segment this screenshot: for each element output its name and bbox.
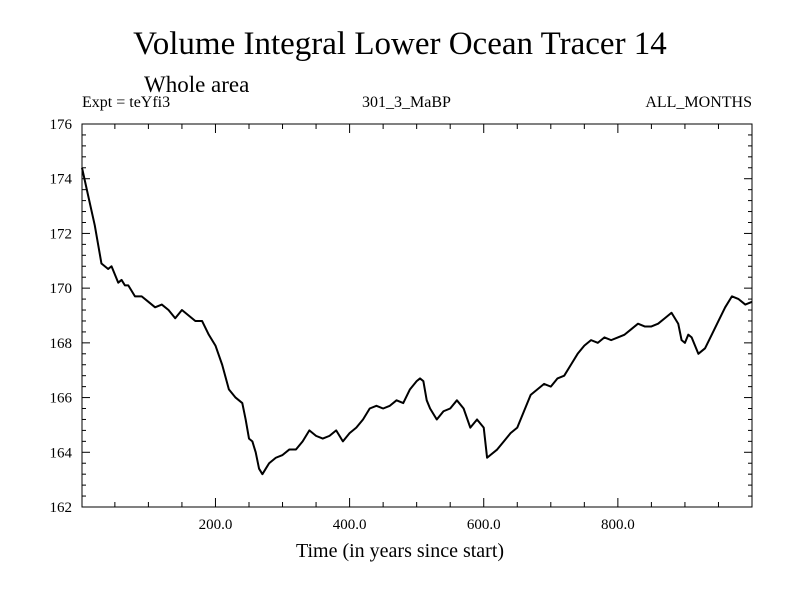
- x-tick-label: 800.0: [601, 517, 635, 533]
- y-tick-label: 162: [50, 500, 73, 516]
- y-tick-label: 170: [50, 281, 73, 297]
- experiment-label: Expt = teYfi3: [82, 94, 171, 111]
- y-tick-label: 164: [50, 445, 73, 461]
- y-tick-label: 172: [50, 226, 73, 242]
- data-line: [81, 167, 753, 476]
- axis-tick-labels: 162 164 166 168 170 172 174 176 200.0 400.0 600.0 8…: [50, 117, 635, 533]
- x-tick-label: 600.0: [467, 517, 501, 533]
- x-tick-label: 400.0: [333, 517, 367, 533]
- y-tick-label: 176: [50, 117, 73, 133]
- plot-frame: [81, 123, 753, 508]
- x-tick-label: 200.0: [199, 517, 233, 533]
- months-label: ALL_MONTHS: [645, 94, 752, 111]
- y-tick-label: 166: [50, 391, 73, 407]
- chart-title: Volume Integral Lower Ocean Tracer 14: [133, 26, 667, 62]
- run-label: 301_3_MaBP: [362, 94, 451, 111]
- y-tick-label: 168: [50, 336, 73, 352]
- axis-ticks: [82, 123, 752, 508]
- chart-subtitle: Whole area: [144, 72, 250, 97]
- y-tick-label: 174: [50, 172, 73, 188]
- x-axis-label: Time (in years since start): [295, 540, 505, 562]
